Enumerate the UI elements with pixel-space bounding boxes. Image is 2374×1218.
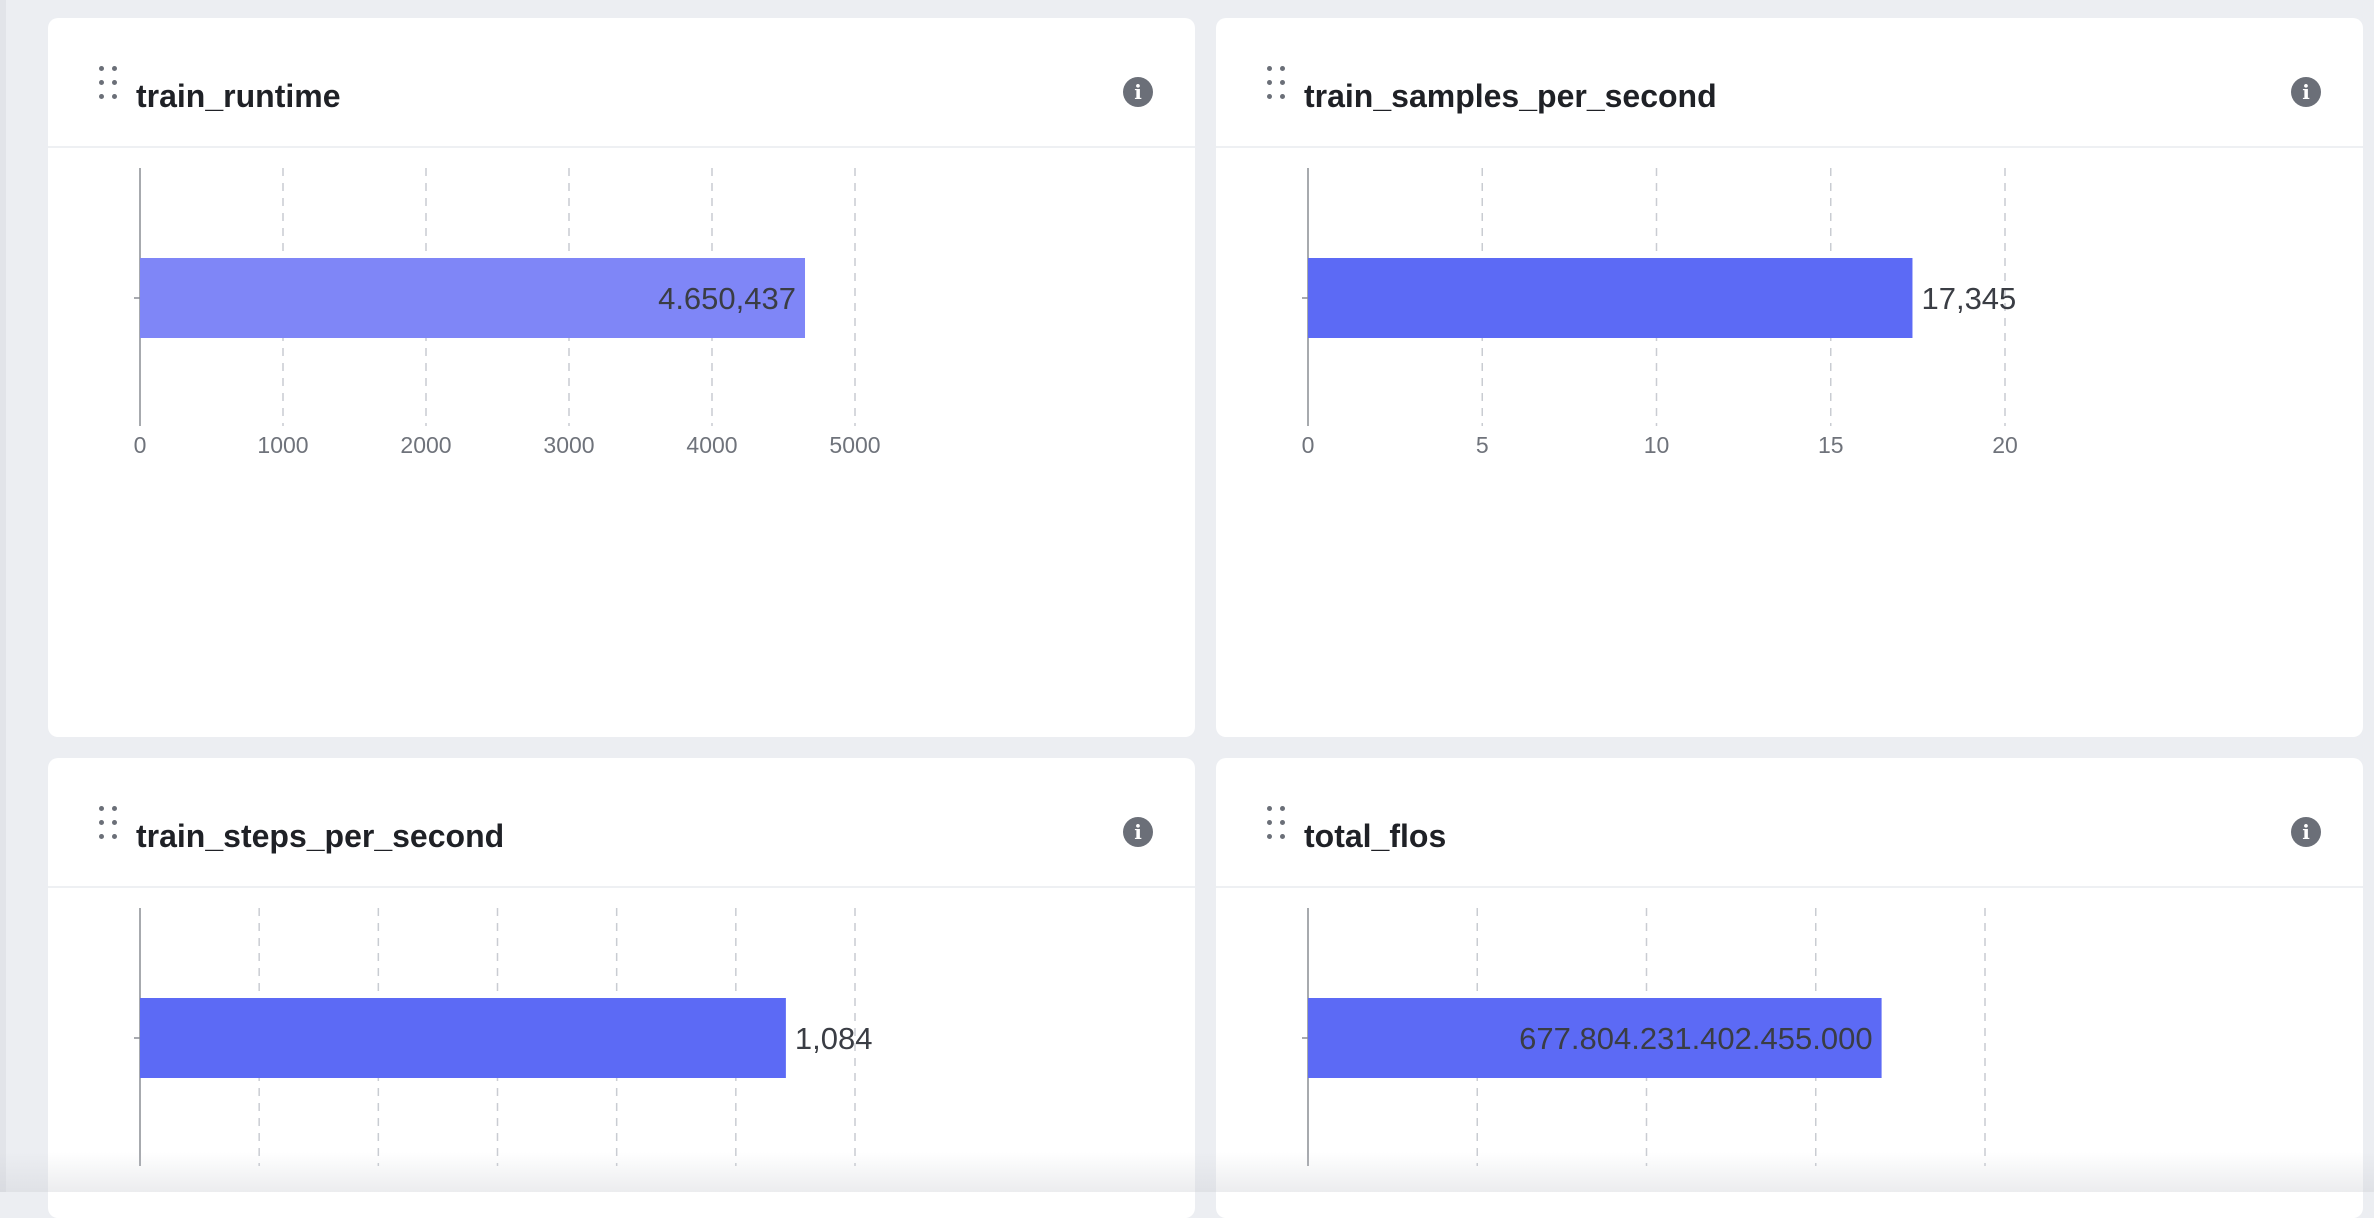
metric-card-train-runtime: train_runtime i 4.650,437 0 1000 2000 3000 40… [48,18,1195,737]
x-tick-label: 5 [1476,432,1489,458]
drag-handle-icon[interactable] [1267,806,1287,840]
bar [140,998,786,1078]
card-title: total_flos [1304,818,1447,854]
bar-value-label: 1,084 [795,1021,873,1056]
info-icon[interactable]: i [2291,77,2321,107]
bar-value-label: 17,345 [1921,281,2016,316]
bar-chart: 4.650,437 0 1000 2000 3000 4000 5000 [134,168,881,458]
bar-value-label: 4.650,437 [658,281,796,316]
metric-card-train-steps-per-second: train_steps_per_second i 1,084 [48,758,1195,1218]
x-tick-label: 10 [1644,432,1670,458]
card-title: train_steps_per_second [136,818,505,854]
x-tick-label: 15 [1818,432,1844,458]
page-left-edge [0,0,6,1192]
bar-chart: 677.804.231.402.455.000 [1302,908,1986,1166]
x-tick-label: 2000 [400,432,451,458]
card-title: train_samples_per_second [1304,78,1717,114]
x-tick-label: 4000 [686,432,737,458]
card-title: train_runtime [136,78,341,114]
metric-card-train-samples-per-second: train_samples_per_second i 17,345 0 5 10 15 2… [1216,18,2363,737]
card-header: train_samples_per_second i [1216,18,2363,148]
x-tick-label: 0 [1302,432,1315,458]
metric-card-total-flos: total_flos i 677.804.231.402.455.000 [1216,758,2363,1218]
bar [1308,998,1882,1078]
card-header: train_steps_per_second i [48,758,1195,888]
drag-handle-icon[interactable] [1267,66,1287,100]
card-header: total_flos i [1216,758,2363,888]
drag-handle-icon[interactable] [99,66,119,100]
x-tick-label: 20 [1992,432,2018,458]
x-tick-label: 3000 [543,432,594,458]
card-header: train_runtime i [48,18,1195,148]
info-icon[interactable]: i [2291,817,2321,847]
x-tick-label: 1000 [257,432,308,458]
info-icon[interactable]: i [1123,77,1153,107]
bar-chart: 1,084 [134,908,873,1166]
bar-value-label: 677.804.231.402.455.000 [1519,1021,1872,1056]
x-tick-label: 0 [134,432,147,458]
info-icon[interactable]: i [1123,817,1153,847]
bar [1308,258,1913,338]
drag-handle-icon[interactable] [99,806,119,840]
bar [140,258,806,338]
bar-chart: 17,345 0 5 10 15 20 [1302,168,2018,458]
x-tick-label: 5000 [829,432,880,458]
